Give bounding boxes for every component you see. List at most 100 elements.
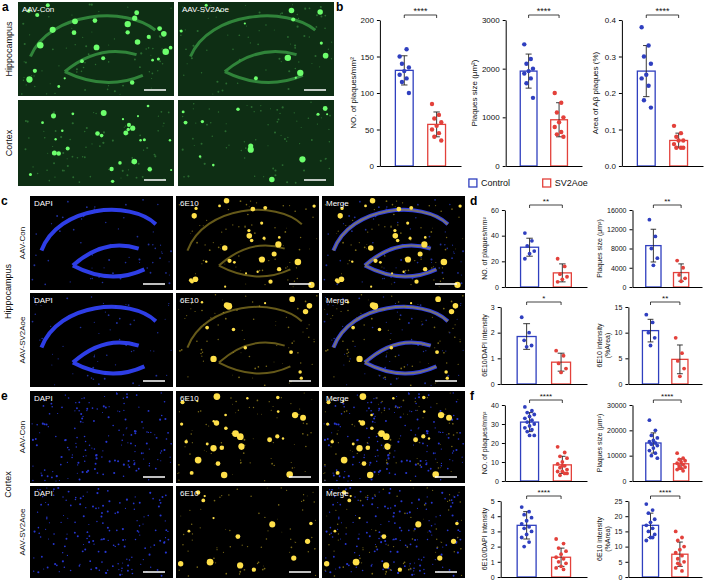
nucleus xyxy=(63,515,64,516)
nucleus xyxy=(405,472,407,474)
nucleus xyxy=(427,496,428,497)
image-texture xyxy=(274,169,276,171)
image-texture xyxy=(440,281,441,282)
image-texture xyxy=(191,57,193,59)
image-texture xyxy=(203,449,205,451)
nucleus xyxy=(385,420,387,422)
nucleus xyxy=(324,321,326,323)
nucleus xyxy=(142,199,144,201)
nucleus xyxy=(123,475,125,477)
plaque xyxy=(378,328,382,332)
image-texture xyxy=(389,452,391,454)
nucleus xyxy=(378,410,379,411)
nucleus xyxy=(143,516,144,517)
scale-bar xyxy=(144,179,166,181)
nucleus xyxy=(92,407,94,409)
plaque xyxy=(392,397,394,399)
image-texture xyxy=(208,18,209,19)
image-texture xyxy=(287,266,288,267)
plaque xyxy=(289,8,295,14)
nucleus xyxy=(419,564,421,566)
nucleus xyxy=(394,412,395,413)
image-texture xyxy=(435,262,436,263)
nucleus xyxy=(149,463,150,464)
nucleus xyxy=(82,422,83,423)
plaque xyxy=(41,121,44,124)
nucleus xyxy=(70,281,71,282)
nucleus xyxy=(112,272,114,274)
image-texture xyxy=(442,267,443,268)
nucleus xyxy=(149,448,150,449)
image-texture xyxy=(259,11,261,13)
image-background xyxy=(30,196,173,290)
plaque xyxy=(215,395,219,399)
nucleus xyxy=(78,410,80,412)
image-texture xyxy=(436,403,437,404)
image-texture xyxy=(213,242,214,243)
plaque xyxy=(277,410,280,413)
nucleus xyxy=(150,432,151,433)
image-texture xyxy=(378,374,380,376)
nucleus xyxy=(341,413,343,415)
image-texture xyxy=(142,176,144,178)
nucleus xyxy=(445,544,447,546)
image-texture xyxy=(335,453,337,455)
nucleus xyxy=(167,432,169,434)
image-texture xyxy=(256,202,257,203)
image-texture xyxy=(218,111,219,112)
nucleus xyxy=(325,557,326,558)
plaque xyxy=(100,134,104,138)
image-texture xyxy=(103,131,105,133)
image-texture xyxy=(192,231,193,232)
plaque xyxy=(291,555,296,560)
plaque xyxy=(391,272,393,274)
nucleus xyxy=(117,410,118,411)
image-texture xyxy=(226,147,227,148)
nucleus xyxy=(169,275,170,276)
nucleus xyxy=(127,442,128,443)
image-texture xyxy=(201,310,203,312)
image-texture xyxy=(108,85,109,86)
image-texture xyxy=(32,166,33,167)
image-texture xyxy=(320,160,322,162)
scale-bar xyxy=(144,89,166,91)
nucleus xyxy=(53,543,55,545)
nucleus xyxy=(144,547,146,549)
plaque xyxy=(37,42,44,49)
nucleus xyxy=(115,364,116,365)
nucleus xyxy=(419,570,421,572)
nucleus xyxy=(411,318,413,320)
nucleus xyxy=(40,305,41,306)
plaque xyxy=(205,326,209,330)
nucleus xyxy=(33,570,34,571)
nucleus xyxy=(417,539,418,540)
nucleus xyxy=(324,423,325,424)
nucleus xyxy=(442,272,444,274)
image-texture xyxy=(91,31,92,32)
plaque xyxy=(238,444,244,450)
nucleus xyxy=(104,378,106,380)
image-texture xyxy=(286,140,287,141)
nucleus xyxy=(333,474,335,476)
nucleus xyxy=(440,479,441,480)
plaque xyxy=(192,213,197,218)
micrograph: 6E10 xyxy=(176,486,319,578)
image-texture xyxy=(163,123,165,125)
nucleus xyxy=(139,502,141,504)
nucleus xyxy=(165,552,167,554)
image-texture xyxy=(324,472,325,473)
nucleus xyxy=(53,491,54,492)
nucleus xyxy=(376,461,377,462)
nucleus xyxy=(84,461,85,462)
image-texture xyxy=(25,148,27,150)
nucleus xyxy=(125,262,127,264)
nucleus xyxy=(366,428,368,430)
nucleus xyxy=(57,487,59,489)
nucleus xyxy=(91,296,93,298)
plaque xyxy=(277,267,281,271)
nucleus xyxy=(420,464,421,465)
nucleus xyxy=(423,351,424,352)
plaque xyxy=(409,206,413,210)
plaque xyxy=(94,45,100,51)
nucleus xyxy=(425,460,426,461)
